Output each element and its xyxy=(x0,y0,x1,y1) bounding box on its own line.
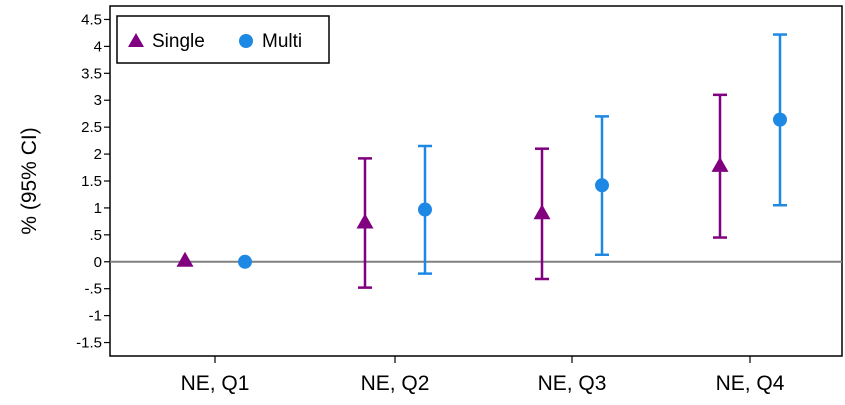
x-tick-label: NE, Q1 xyxy=(181,372,250,395)
y-tick-label: 2.5 xyxy=(81,119,102,136)
legend-single-marker xyxy=(128,33,144,47)
y-tick-label: 2 xyxy=(94,146,102,163)
y-tick-label: -.5 xyxy=(84,281,102,298)
y-tick-label: 1.5 xyxy=(81,173,102,190)
data-point-multi xyxy=(773,112,787,127)
data-point-multi xyxy=(418,202,432,217)
legend-multi-label: Multi xyxy=(262,31,302,52)
legend: Single Multi xyxy=(116,15,330,64)
data-point-single xyxy=(533,204,551,220)
y-tick-label: .5 xyxy=(89,227,102,244)
y-tick-label: 4.5 xyxy=(81,11,102,28)
x-tick-label: NE, Q4 xyxy=(716,372,785,395)
legend-box xyxy=(116,15,330,64)
y-tick-label: -1 xyxy=(89,308,102,325)
data-point-single xyxy=(176,251,194,267)
data-point-single xyxy=(356,213,374,229)
x-tick-label: NE, Q3 xyxy=(538,372,607,395)
legend-single-label: Single xyxy=(152,31,205,52)
data-point-multi xyxy=(238,254,252,269)
y-tick-label: 1 xyxy=(94,200,102,217)
data-point-single xyxy=(711,156,729,172)
data-point-multi xyxy=(595,178,609,193)
y-tick-label: 4 xyxy=(94,38,102,55)
y-tick-label: 3 xyxy=(94,92,102,109)
x-tick-label: NE, Q2 xyxy=(361,372,430,395)
y-tick-label: 3.5 xyxy=(81,65,102,82)
legend-multi-marker xyxy=(239,34,253,48)
y-axis-title: % (95% CI) xyxy=(18,127,41,234)
y-tick-label: -1.5 xyxy=(76,335,102,352)
y-tick-label: 0 xyxy=(94,254,102,271)
